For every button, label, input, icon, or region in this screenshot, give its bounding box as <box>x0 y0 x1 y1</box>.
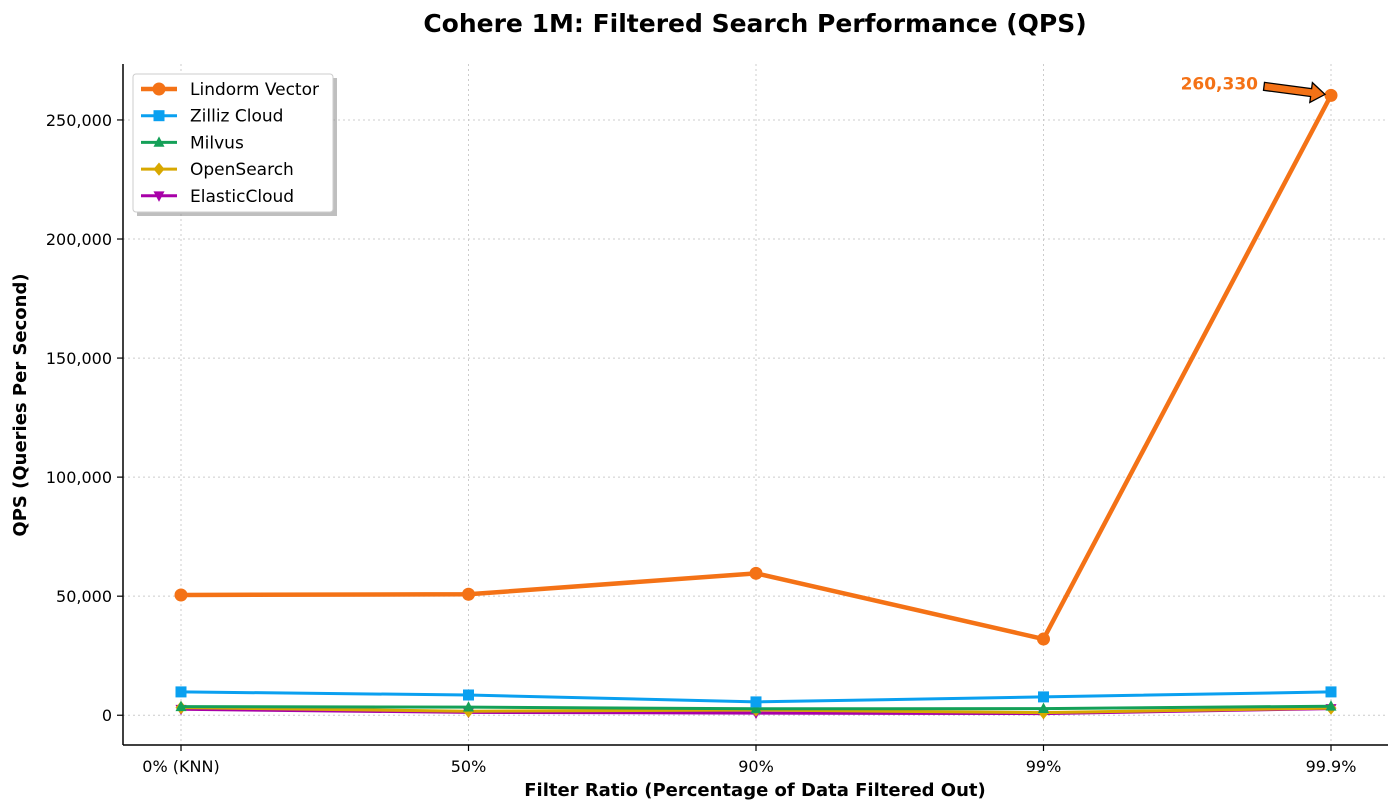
y-axis-label: QPS (Queries Per Second) <box>10 273 31 536</box>
data-point <box>175 700 187 712</box>
x-tick-label: 99.9% <box>1306 757 1357 776</box>
data-point <box>1038 691 1049 703</box>
data-point <box>1037 632 1050 646</box>
legend-item: OpenSearch <box>141 160 294 180</box>
x-tick-label: 99% <box>1026 757 1062 776</box>
y-tick-label: 200,000 <box>46 230 112 249</box>
legend-item: ElasticCloud <box>141 187 294 207</box>
data-point <box>749 566 763 580</box>
legend-label: OpenSearch <box>190 160 294 180</box>
data-point <box>1325 700 1337 711</box>
legend-item: Milvus <box>141 133 244 153</box>
legend-label: Zilliz Cloud <box>190 107 283 127</box>
y-tick-label: 150,000 <box>46 349 112 368</box>
y-tick-label: 0 <box>102 706 112 725</box>
data-point <box>1325 686 1337 698</box>
series-layer <box>174 88 1338 720</box>
data-point <box>153 191 165 202</box>
data-point <box>750 702 762 714</box>
series-milvus <box>175 700 1337 714</box>
y-tick-label: 250,000 <box>46 111 112 130</box>
legend-item: Lindorm Vector <box>141 80 319 100</box>
data-point <box>153 110 165 122</box>
data-point <box>463 701 474 712</box>
legend-label: Lindorm Vector <box>190 80 319 100</box>
x-tick-label: 90% <box>738 757 774 776</box>
data-point <box>462 587 475 601</box>
chart-title: Cohere 1M: Filtered Search Performance (… <box>423 9 1086 38</box>
data-point <box>463 689 474 701</box>
data-point <box>1038 702 1049 713</box>
data-point <box>174 588 188 602</box>
series-lindorm-vector <box>174 88 1338 646</box>
annotation: 260,330 <box>1181 74 1327 104</box>
y-tick-label: 100,000 <box>46 468 112 487</box>
x-axis-label: Filter Ratio (Percentage of Data Filtere… <box>524 780 986 801</box>
legend-item: Zilliz Cloud <box>141 107 283 127</box>
data-point <box>1324 88 1338 102</box>
data-point <box>750 696 762 708</box>
annotation-label: 260,330 <box>1181 74 1259 94</box>
data-point <box>152 82 166 96</box>
series-zilliz-cloud <box>175 686 1337 708</box>
data-point <box>153 136 165 147</box>
series-line <box>180 94 1333 642</box>
x-tick-label: 0% (KNN) <box>142 757 219 776</box>
legend: Lindorm Vector Zilliz Cloud Milvus OpenSear… <box>132 73 337 216</box>
y-tick-label: 50,000 <box>56 587 112 606</box>
annotation-arrow <box>1262 81 1327 104</box>
data-point <box>153 162 165 176</box>
axes: 0 50,000 100,000 150,000 200,000 250,000 0% (K… <box>46 64 1388 776</box>
x-tick-label: 50% <box>451 757 487 776</box>
legend-label: Milvus <box>190 133 244 153</box>
legend-box <box>132 73 334 213</box>
data-point <box>175 686 187 698</box>
legend-label: ElasticCloud <box>190 187 294 207</box>
